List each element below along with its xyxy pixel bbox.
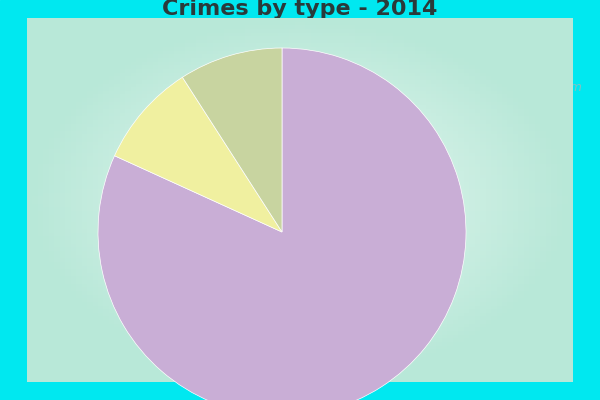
Text: Assaults (9.1%): Assaults (9.1%): [78, 100, 194, 146]
Text: City-Data.com: City-Data.com: [493, 82, 582, 94]
Wedge shape: [182, 48, 282, 232]
Text: Crimes by type - 2014: Crimes by type - 2014: [163, 0, 437, 19]
Wedge shape: [98, 48, 466, 400]
Text: Thefts (81.8%): Thefts (81.8%): [361, 334, 500, 358]
Text: Burglaries (9.1%): Burglaries (9.1%): [106, 66, 295, 137]
Wedge shape: [115, 77, 282, 232]
